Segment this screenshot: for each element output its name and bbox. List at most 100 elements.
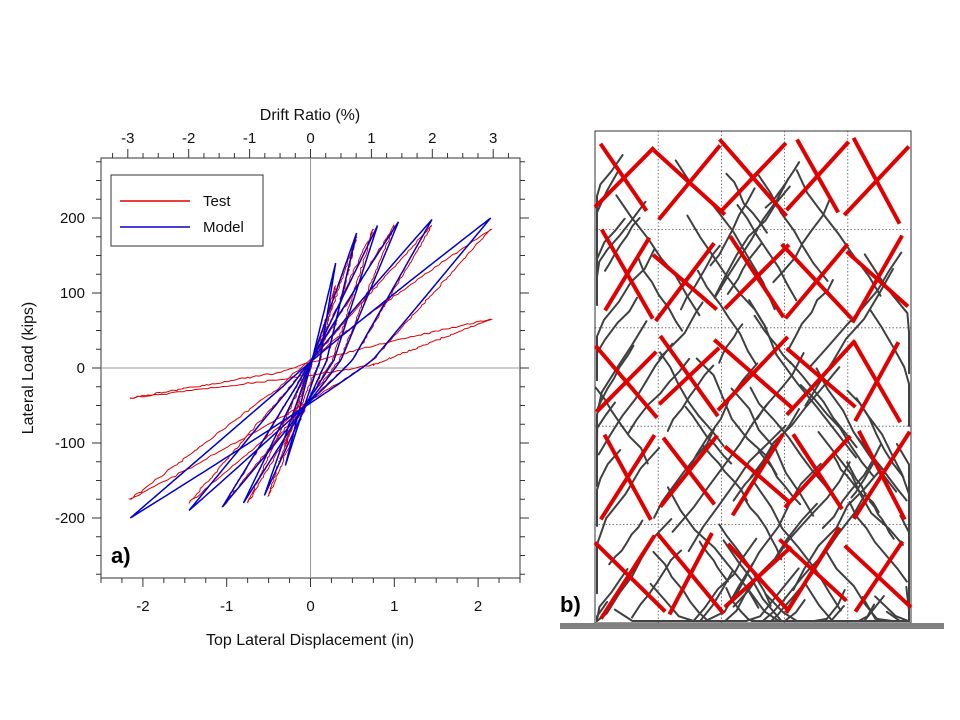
crack-line — [792, 467, 883, 592]
crack-line — [775, 461, 851, 560]
x2-tick-label: -1 — [243, 130, 256, 147]
x2-tick-label: 2 — [428, 130, 436, 147]
red-crack-mark — [658, 434, 719, 508]
crack-line — [666, 364, 715, 432]
crack-line — [726, 242, 763, 295]
crack-line — [680, 569, 765, 622]
y-tick-label: 100 — [60, 285, 85, 302]
crack-line — [596, 248, 656, 357]
red-crack-marks — [593, 137, 913, 620]
crack-line — [671, 401, 770, 533]
red-crack-mark — [599, 434, 657, 521]
red-crack-mark — [852, 430, 912, 520]
axis-ticks — [92, 149, 529, 587]
crack-line — [869, 308, 910, 427]
model-loop — [188, 219, 433, 512]
crack-pattern-diagram: b) — [560, 130, 944, 629]
red-crack-mark — [595, 350, 658, 414]
red-crack-mark — [723, 243, 791, 311]
x2-tick-label: -3 — [121, 130, 134, 147]
red-crack-mark — [783, 434, 852, 509]
model-loop — [221, 221, 400, 508]
crack-line — [744, 498, 783, 561]
crack-line — [905, 585, 910, 622]
red-crack-mark — [657, 144, 722, 221]
model-loop — [242, 225, 379, 504]
red-crack-mark — [654, 242, 716, 323]
crack-line — [736, 204, 798, 302]
crack-line — [626, 357, 691, 436]
axis-tick-labels: -2 -1 0 1 2 -3 -2 -1 0 1 2 3 -200 -100 0 100 200 — [55, 130, 497, 615]
red-crack-mark — [730, 433, 785, 517]
crack-line — [846, 389, 905, 478]
y-tick-label: -100 — [55, 435, 85, 452]
crack-line — [695, 357, 778, 476]
x2-tick-label: 1 — [367, 130, 375, 147]
model-loop — [129, 217, 492, 519]
test-loop — [247, 228, 375, 504]
crack-line — [754, 605, 845, 622]
red-crack-mark — [842, 145, 911, 217]
crack-line — [795, 169, 882, 297]
crack-line — [709, 187, 756, 267]
red-crack-mark — [785, 140, 851, 212]
wall-base — [560, 623, 944, 629]
crack-line — [868, 500, 895, 540]
crack-line — [596, 344, 635, 411]
legend-label-test: Test — [203, 193, 231, 210]
red-crack-mark — [657, 346, 721, 406]
crack-line — [608, 519, 644, 566]
x-tick-label: 1 — [390, 598, 398, 615]
x2-tick-label: 0 — [306, 130, 314, 147]
crack-line — [753, 314, 792, 365]
crack-line — [850, 460, 876, 499]
crack-line — [696, 269, 758, 366]
red-crack-mark — [853, 540, 905, 613]
x-tick-label: -1 — [220, 598, 233, 615]
crack-line — [596, 449, 622, 527]
crack-line — [596, 320, 648, 462]
x-axis-title: Top Lateral Displacement (in) — [206, 632, 414, 649]
red-crack-mark — [716, 335, 790, 412]
y-axis-title: Lateral Load (kips) — [20, 302, 37, 435]
red-crack-mark — [718, 141, 788, 214]
x2-tick-label: 3 — [489, 130, 497, 147]
y-tick-label: -200 — [55, 510, 85, 527]
crack-line — [789, 360, 858, 449]
crack-line — [713, 177, 790, 299]
hysteresis-chart: -2 -1 0 1 2 -3 -2 -1 0 1 2 3 -200 -100 0 100 200 Test Mo… — [20, 107, 529, 649]
crack-line — [895, 443, 910, 572]
red-crack-mark — [783, 242, 850, 320]
model-loop — [263, 232, 358, 496]
panel-label-b: b) — [560, 592, 581, 617]
crack-line — [596, 296, 638, 382]
crack-line — [596, 154, 624, 246]
crack-line — [687, 424, 787, 553]
crack-line — [753, 482, 842, 612]
test-loop — [129, 318, 494, 399]
crack-line — [755, 171, 829, 282]
red-crack-mark — [599, 534, 657, 620]
x2-axis-title: Drift Ratio (%) — [260, 107, 360, 124]
legend-box — [110, 174, 264, 247]
crack-line — [594, 386, 649, 465]
x-tick-label: 2 — [474, 598, 482, 615]
y-tick-label: 0 — [77, 360, 85, 377]
crack-line — [597, 342, 674, 456]
panel-label-a: a) — [111, 543, 131, 568]
x-tick-label: -2 — [136, 598, 149, 615]
x2-tick-label: -2 — [182, 130, 195, 147]
crack-line — [846, 461, 880, 514]
x-tick-label: 0 — [306, 598, 314, 615]
crack-line — [596, 200, 647, 291]
crack-line — [734, 462, 822, 598]
red-crack-mark — [723, 545, 793, 609]
crack-line — [631, 549, 683, 619]
data-series — [127, 217, 494, 519]
red-crack-mark — [784, 526, 842, 614]
legend: Test Model — [110, 174, 264, 247]
red-crack-mark — [850, 234, 904, 324]
crack-line — [748, 299, 857, 459]
red-crack-mark — [853, 341, 901, 423]
